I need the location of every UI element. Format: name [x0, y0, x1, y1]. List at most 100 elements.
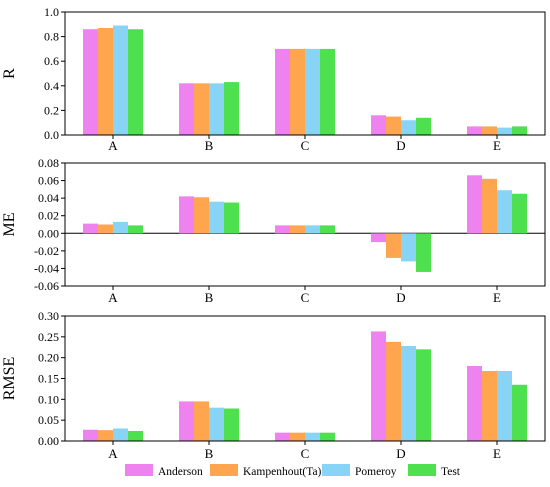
bar-kampenhout-ta--b [194, 197, 209, 234]
y-tick-label: 0.20 [38, 351, 59, 365]
y-axis-label: R [1, 68, 18, 79]
bar-test-e [512, 126, 527, 135]
bar-pomeroy-b [209, 201, 224, 234]
bar-anderson-e [467, 175, 482, 234]
x-tick-label: E [493, 290, 501, 305]
bar-test-b [224, 202, 239, 234]
bar-kampenhout-ta--e [482, 178, 497, 234]
y-tick-label: 0.04 [38, 191, 59, 205]
bar-pomeroy-d [401, 233, 416, 262]
y-tick-label: 0.15 [38, 372, 59, 386]
bar-pomeroy-a [113, 428, 128, 441]
bar-kampenhout-ta--c [290, 432, 305, 441]
y-axis-label: ME [1, 213, 18, 237]
bar-kampenhout-ta--c [290, 48, 305, 135]
x-tick-label: C [301, 290, 310, 305]
bar-pomeroy-e [497, 371, 512, 441]
y-tick-label: 0.00 [38, 226, 59, 240]
bar-pomeroy-e [497, 127, 512, 135]
bar-kampenhout-ta--e [482, 126, 497, 135]
bar-anderson-e [467, 366, 482, 441]
legend-swatch [322, 464, 350, 476]
legend-swatch [125, 464, 153, 476]
y-tick-label: -0.02 [34, 244, 59, 258]
bar-pomeroy-c [305, 225, 320, 234]
bar-pomeroy-b [209, 83, 224, 135]
y-tick-label: 0.0 [44, 128, 59, 142]
bar-anderson-d [371, 233, 386, 243]
bar-test-d [416, 349, 431, 441]
bar-test-e [512, 384, 527, 441]
y-axis-label: RMSE [1, 357, 18, 401]
legend-label: Test [441, 466, 461, 478]
y-tick-label: 0.06 [38, 174, 59, 188]
legend-label: Kampenhout(Ta) [243, 466, 322, 478]
x-tick-label: B [205, 290, 214, 305]
plot-frame [64, 315, 546, 442]
bar-pomeroy-c [305, 48, 320, 135]
bar-anderson-c [275, 432, 290, 441]
bar-anderson-e [467, 126, 482, 135]
x-tick-label: B [205, 138, 214, 153]
y-tick-label: 0.2 [44, 103, 59, 117]
bar-test-c [320, 48, 335, 135]
y-tick-label: 0.05 [38, 413, 59, 427]
bar-pomeroy-a [113, 221, 128, 234]
legend-swatch [408, 464, 436, 476]
x-tick-label: A [108, 446, 118, 461]
chart-panel-rmse: RMSE 0.00 0.05 0.10 0.15 0.20 0.25 0.30 A B C D E [1, 309, 546, 461]
y-tick-label: -0.04 [34, 261, 59, 275]
bar-pomeroy-c [305, 432, 320, 441]
bar-kampenhout-ta--e [482, 371, 497, 441]
bar-anderson-a [83, 29, 98, 135]
bar-anderson-a [83, 429, 98, 441]
y-tick-label: 0.25 [38, 330, 59, 344]
legend-label: Pomeroy [355, 466, 397, 478]
y-tick-label: 0.00 [38, 434, 59, 448]
bar-anderson-d [371, 115, 386, 135]
x-tick-label: E [493, 446, 501, 461]
bar-pomeroy-d [401, 346, 416, 441]
bar-test-c [320, 225, 335, 234]
x-tick-label: D [396, 138, 405, 153]
bar-anderson-d [371, 331, 386, 441]
y-tick-label: -0.06 [34, 279, 59, 293]
bar-kampenhout-ta--c [290, 225, 305, 234]
y-tick-label: 0.10 [38, 392, 59, 406]
bar-pomeroy-d [401, 120, 416, 135]
bar-pomeroy-b [209, 407, 224, 441]
bar-kampenhout-ta--d [386, 233, 401, 258]
plot-frame [64, 162, 546, 287]
bar-pomeroy-a [113, 25, 128, 136]
y-tick-label: 0.30 [38, 309, 59, 323]
x-tick-label: B [205, 446, 214, 461]
legend-swatch [210, 464, 238, 476]
x-tick-label: D [396, 446, 405, 461]
bar-pomeroy-e [497, 190, 512, 234]
bar-test-c [320, 432, 335, 441]
legend-label: Anderson [158, 466, 203, 478]
bar-kampenhout-ta--a [98, 27, 113, 136]
bar-test-d [416, 233, 431, 272]
bar-anderson-b [179, 83, 194, 135]
bar-anderson-b [179, 196, 194, 234]
bar-anderson-c [275, 48, 290, 135]
bar-kampenhout-ta--b [194, 83, 209, 135]
bar-kampenhout-ta--a [98, 430, 113, 441]
bar-test-a [128, 29, 143, 135]
y-tick-label: 0.08 [38, 156, 59, 170]
y-tick-label: 0.8 [44, 30, 59, 44]
x-tick-label: A [108, 290, 118, 305]
chart-panel-r: R 0.0 0.2 0.4 0.6 0.8 1.0 A B C D E [1, 5, 546, 153]
y-tick-label: 1.0 [44, 5, 59, 19]
bar-kampenhout-ta--a [98, 224, 113, 234]
bar-anderson-a [83, 223, 98, 234]
plot-frame [64, 11, 546, 136]
bar-anderson-b [179, 401, 194, 441]
x-tick-label: A [108, 138, 118, 153]
bar-test-d [416, 117, 431, 135]
x-tick-label: C [301, 138, 310, 153]
x-tick-label: E [493, 138, 501, 153]
y-tick-label: 0.6 [44, 54, 59, 68]
